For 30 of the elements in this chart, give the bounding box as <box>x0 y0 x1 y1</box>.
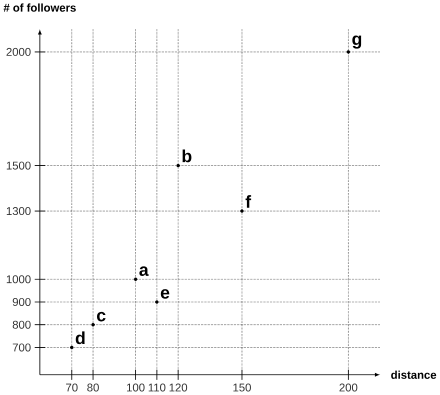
y-axis-title: # of followers <box>4 3 76 12</box>
point <box>176 164 180 168</box>
point <box>240 209 244 213</box>
x-tick-label: 150 <box>233 384 251 392</box>
x-tick-label: 80 <box>87 384 99 392</box>
y-tick-label: 800 <box>12 320 31 329</box>
y-tick-label: 900 <box>12 298 31 306</box>
x-tick-label: 110 <box>148 384 166 392</box>
annotation: a <box>139 266 149 276</box>
point <box>346 50 350 54</box>
y-tick-label: 1500 <box>6 162 31 170</box>
annotation: g <box>352 36 362 49</box>
point <box>70 346 74 350</box>
y-tick-label: 700 <box>12 344 31 352</box>
y-tick-label: 1300 <box>6 207 31 216</box>
point <box>155 300 159 304</box>
annotation: e <box>160 289 170 299</box>
x-tick-label: 70 <box>66 384 78 392</box>
y-tick-label: 2000 <box>6 48 31 56</box>
x-axis-title: distance <box>391 370 436 379</box>
annotation: f <box>246 195 252 208</box>
x-tick-label: 100 <box>127 384 145 392</box>
x-tick-label: 120 <box>170 384 188 392</box>
point <box>134 278 138 282</box>
y-tick-label: 1000 <box>6 275 31 284</box>
annotation: c <box>97 312 106 322</box>
annotation: d <box>76 331 85 344</box>
point <box>91 323 95 326</box>
annotation: b <box>182 150 192 162</box>
x-tick-label: 200 <box>339 384 358 392</box>
